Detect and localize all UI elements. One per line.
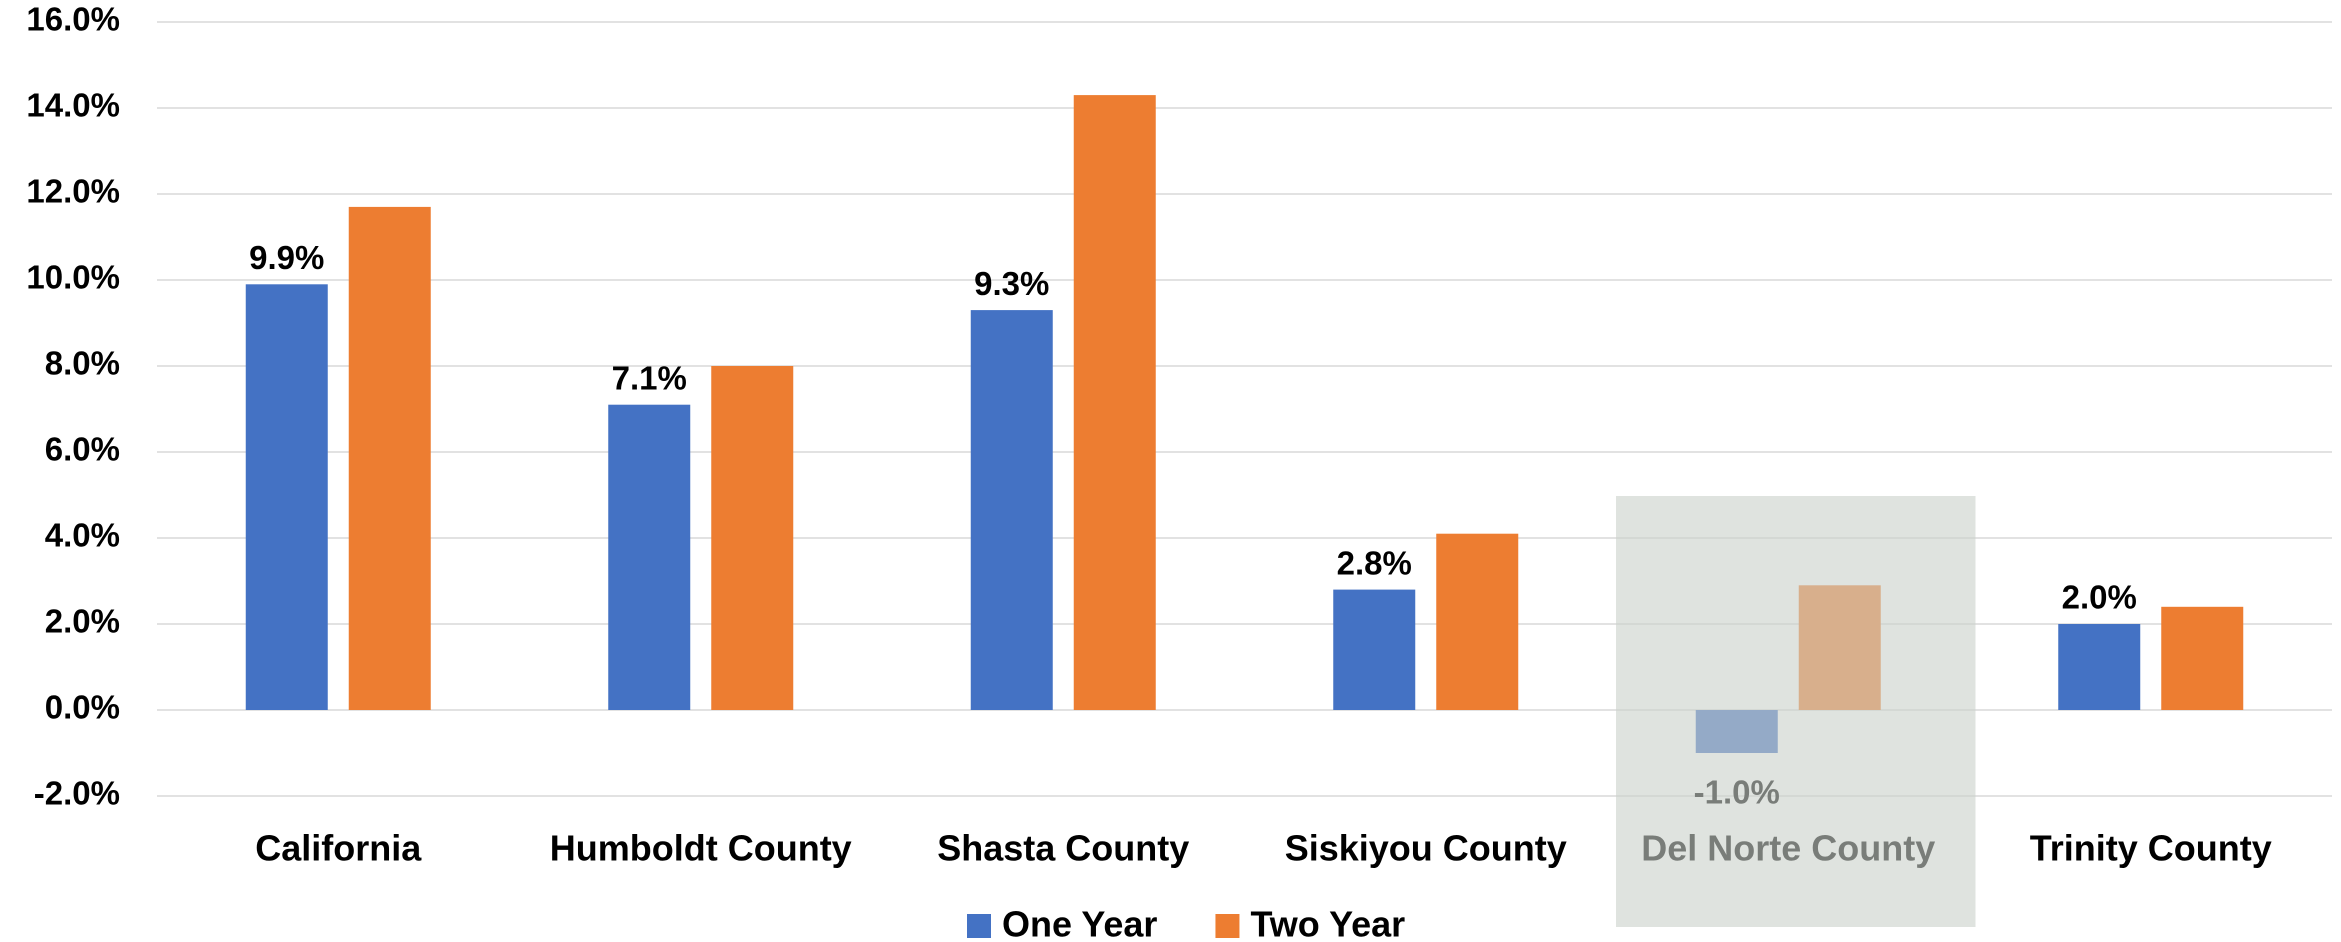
y-tick-label: 14.0% <box>26 87 120 124</box>
bar <box>1436 533 1519 710</box>
bar <box>348 206 431 710</box>
legend-label: Two Year <box>1250 904 1405 942</box>
y-tick-label: -2.0% <box>34 775 120 812</box>
data-label: 2.0% <box>2062 579 2137 616</box>
x-tick-label: Siskiyou County <box>1285 828 1567 869</box>
legend-swatch <box>967 914 991 938</box>
bar <box>2058 624 2141 710</box>
bar <box>711 366 794 710</box>
highlight-box <box>1616 496 1976 927</box>
bar <box>1073 95 1156 711</box>
y-tick-label: 0.0% <box>45 689 120 726</box>
y-tick-label: 4.0% <box>45 517 120 554</box>
bar <box>1333 589 1416 710</box>
x-tick-label: California <box>255 828 422 869</box>
x-tick-label: Shasta County <box>937 828 1189 869</box>
bar <box>970 310 1053 710</box>
y-tick-label: 6.0% <box>45 431 120 468</box>
y-tick-label: 8.0% <box>45 345 120 382</box>
data-label: 2.8% <box>1337 544 1412 581</box>
data-label: 9.9% <box>249 239 324 276</box>
data-label: 9.3% <box>974 265 1049 302</box>
bar <box>2161 606 2244 710</box>
legend-swatch <box>1215 914 1240 938</box>
y-tick-label: 16.0% <box>26 1 120 38</box>
bar <box>608 404 691 710</box>
legend-label: One Year <box>1002 904 1157 942</box>
bar <box>245 284 328 710</box>
data-label: 7.1% <box>612 359 687 396</box>
y-tick-label: 2.0% <box>45 603 120 640</box>
y-tick-label: 10.0% <box>26 259 120 296</box>
y-tick-label: 12.0% <box>26 173 120 210</box>
x-tick-label: Humboldt County <box>550 828 852 869</box>
x-tick-label: Trinity County <box>2030 828 2272 869</box>
